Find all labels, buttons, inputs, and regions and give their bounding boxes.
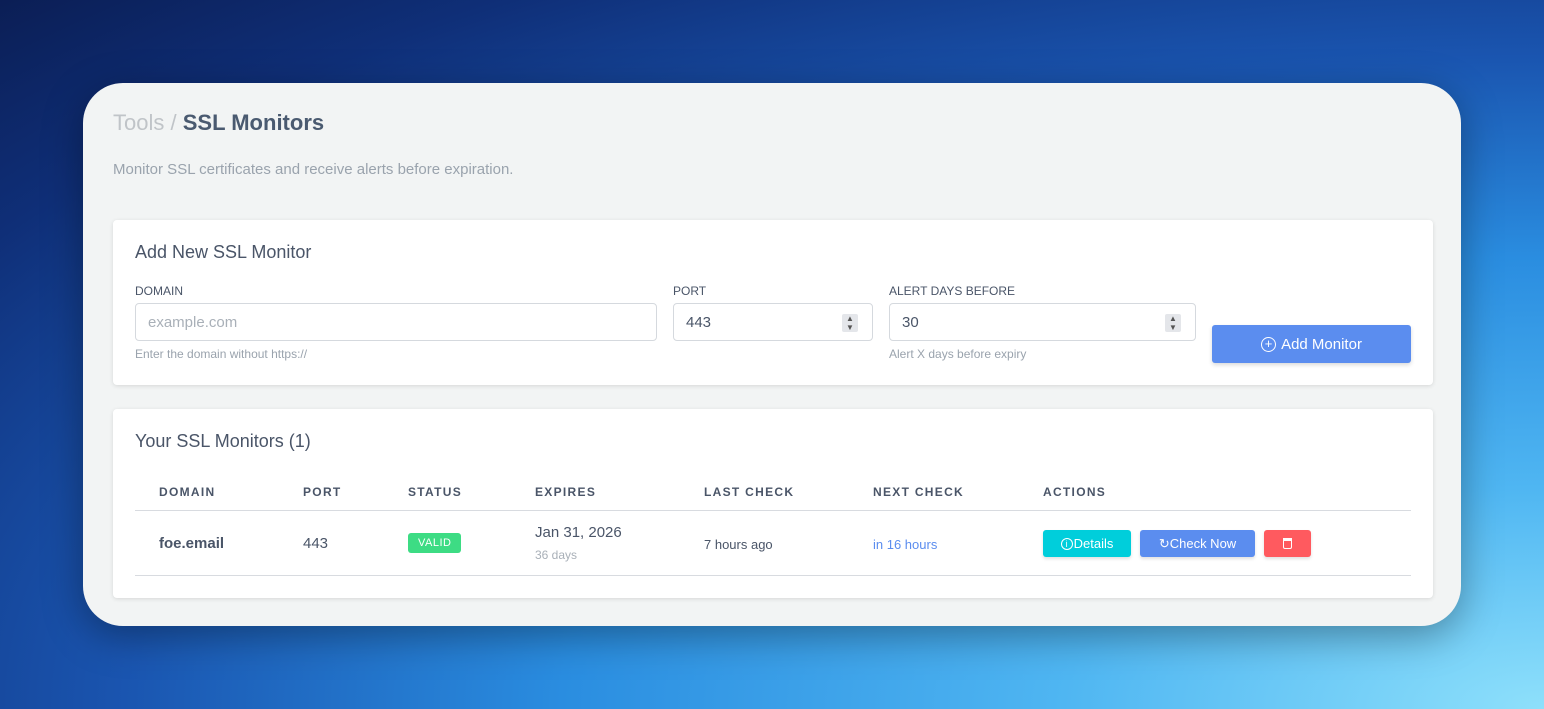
col-last-check: LAST CHECK [704, 485, 795, 499]
header-divider [135, 510, 1411, 511]
row-next-check: in 16 hours [873, 537, 938, 552]
alert-days-input[interactable]: 30 ▲ ▼ [889, 303, 1196, 341]
col-domain: DOMAIN [159, 485, 216, 499]
row-expires: Jan 31, 2026 [535, 524, 622, 541]
port-value: 443 [686, 314, 712, 331]
page-title: SSL Monitors [182, 110, 325, 135]
monitors-title: Your SSL Monitors (1) [135, 431, 311, 451]
delete-button[interactable] [1264, 530, 1311, 557]
page-subtitle: Monitor SSL certificates and receive ale… [113, 161, 514, 178]
alert-days-hint: Alert X days before expiry [889, 347, 1027, 361]
col-port: PORT [303, 485, 342, 499]
port-stepper[interactable]: ▲ ▼ [842, 314, 858, 332]
add-monitor-label: Add Monitor [1281, 335, 1362, 353]
plus-circle-icon: + [1261, 336, 1277, 352]
row-divider [135, 575, 1411, 576]
col-actions: ACTIONS [1043, 485, 1107, 499]
col-status: STATUS [408, 485, 463, 499]
status-badge: VALID [408, 533, 462, 553]
breadcrumb-separator: / [170, 110, 177, 135]
domain-input[interactable]: example.com [135, 303, 657, 341]
port-input[interactable]: 443 ▲ ▼ [673, 303, 873, 341]
col-expires: EXPIRES [535, 485, 597, 499]
alert-days-value: 30 [902, 314, 919, 331]
domain-hint: Enter the domain without https:// [135, 347, 308, 361]
add-monitor-button[interactable]: + Add Monitor [1212, 325, 1411, 363]
alert-days-label: ALERT DAYS BEFORE [889, 284, 1016, 298]
add-monitor-title: Add New SSL Monitor [135, 242, 312, 262]
row-expires-in: 36 days [535, 548, 578, 562]
add-monitor-card: Add New SSL Monitor DOMAIN example.com E… [113, 220, 1433, 385]
domain-label: DOMAIN [135, 284, 183, 298]
monitors-card: Your SSL Monitors (1) DOMAIN PORT STATUS… [113, 409, 1433, 598]
details-label: Details [1073, 536, 1114, 551]
breadcrumb: Tools / SSL Monitors [113, 110, 324, 136]
check-now-label: Check Now [1169, 536, 1237, 551]
refresh-icon: ↻ [1158, 535, 1170, 551]
breadcrumb-tools[interactable]: Tools [113, 110, 165, 135]
details-button[interactable]: i Details [1043, 530, 1131, 557]
row-domain: foe.email [159, 535, 225, 552]
info-icon: i [1060, 537, 1073, 550]
alert-days-stepper[interactable]: ▲ ▼ [1165, 314, 1181, 332]
trash-icon [1283, 538, 1292, 549]
check-now-button[interactable]: ↻ Check Now [1140, 530, 1255, 557]
row-last-check: 7 hours ago [704, 537, 773, 552]
row-port: 443 [303, 535, 329, 552]
port-label: PORT [673, 284, 707, 298]
app-window: Tools / SSL Monitors Monitor SSL certifi… [83, 83, 1461, 626]
col-next-check: NEXT CHECK [873, 485, 965, 499]
